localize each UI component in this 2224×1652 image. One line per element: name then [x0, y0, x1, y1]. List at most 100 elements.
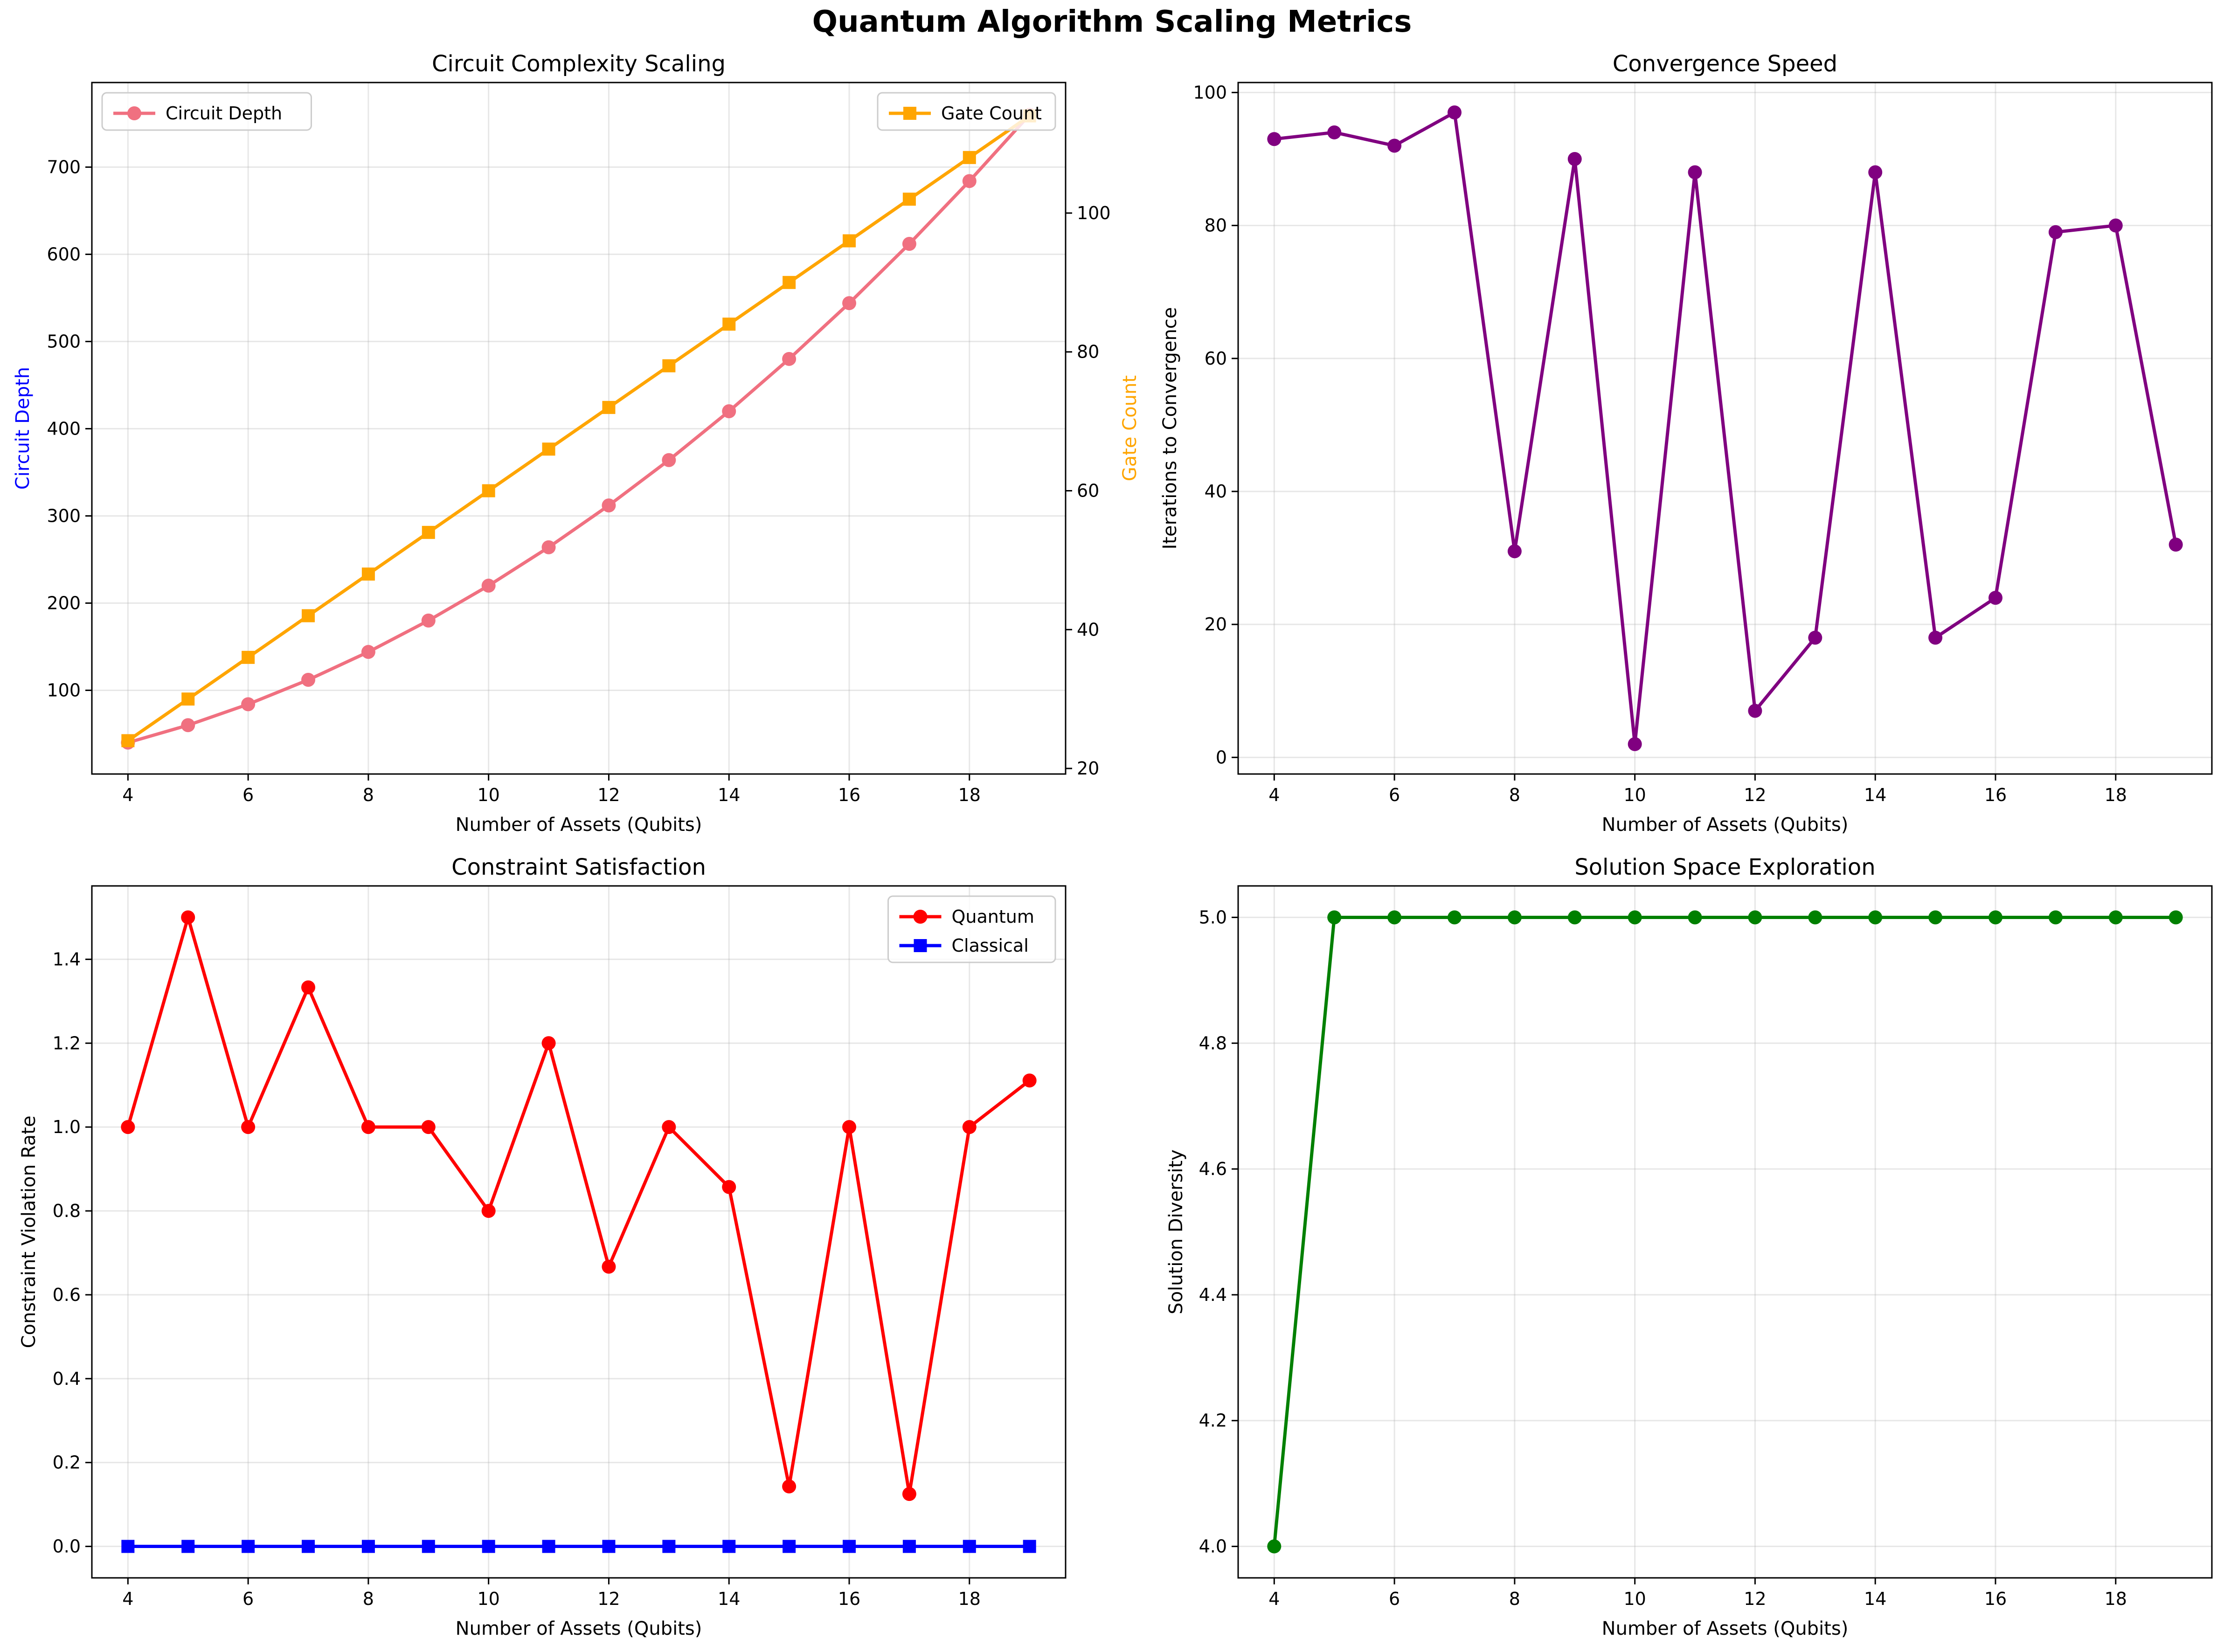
- data-point: [1748, 910, 1762, 925]
- data-point: [963, 1540, 976, 1553]
- data-point: [2048, 910, 2063, 925]
- x-tick-label: 4: [122, 1589, 133, 1609]
- y-tick-label: 4.2: [1199, 1410, 1227, 1431]
- data-point: [542, 442, 555, 456]
- data-point: [902, 193, 916, 206]
- chart-panel-circuit-complexity: 4 6 8 10 12 14 16 18 100 200 300 400 500 600 700 20 40 60…: [12, 51, 1141, 836]
- y2-axis-label: Gate Count: [1119, 375, 1141, 481]
- data-point: [962, 1120, 977, 1134]
- x-tick-label: 12: [597, 785, 620, 805]
- chart-panel-convergence-speed: 4 6 8 10 12 14 16 18 0 20 40 60 80 100 Convergence Spe…: [1159, 51, 2213, 836]
- data-point: [1507, 544, 1522, 559]
- data-point: [482, 484, 495, 498]
- data-point: [242, 1540, 255, 1553]
- data-point: [422, 525, 435, 539]
- data-point: [2108, 218, 2123, 233]
- x-tick-label: 6: [242, 1589, 254, 1609]
- plot-frame: [91, 885, 1067, 1579]
- x-axis-label: Number of Assets (Qubits): [1602, 1618, 1849, 1639]
- data-point: [1688, 165, 1702, 180]
- legend-swatch-marker: [903, 107, 916, 120]
- x-tick-label: 18: [2105, 1589, 2127, 1609]
- x-tick-label: 6: [1389, 1589, 1400, 1609]
- data-point: [902, 1540, 916, 1553]
- data-point: [2169, 910, 2183, 925]
- data-point: [1928, 630, 1943, 645]
- y-tick-label: 400: [47, 418, 81, 439]
- data-point: [301, 980, 315, 995]
- data-point: [1507, 910, 1522, 925]
- data-point: [361, 1120, 375, 1134]
- data-point: [181, 692, 195, 706]
- legend-box: [101, 92, 312, 131]
- data-point: [422, 1540, 435, 1553]
- legend-label: Gate Count: [941, 103, 1042, 124]
- x-tick-label: 18: [2105, 785, 2127, 805]
- y-tick-label: 5.0: [1199, 907, 1227, 927]
- y-tick-label: 0.2: [53, 1452, 81, 1473]
- x-tick-label: 4: [1268, 785, 1280, 805]
- data-point: [842, 1120, 856, 1134]
- data-point: [302, 1540, 315, 1553]
- data-point: [301, 673, 315, 687]
- y-tick-label: 0.0: [53, 1536, 81, 1557]
- x-tick-label: 16: [1984, 1589, 2007, 1609]
- data-point: [722, 1180, 736, 1194]
- x-tick-label: 8: [363, 1589, 374, 1609]
- y-tick-label: 4.8: [1199, 1033, 1227, 1053]
- y2-tick-label: 80: [1077, 342, 1099, 362]
- series-line-1: [127, 114, 1031, 742]
- plot-frame: [1237, 885, 2213, 1579]
- data-point: [1327, 125, 1342, 139]
- data-point: [1748, 704, 1762, 718]
- y-tick-label: 700: [47, 157, 81, 177]
- data-point: [843, 1540, 856, 1553]
- data-point: [361, 567, 375, 581]
- data-point: [962, 174, 977, 188]
- data-point: [242, 650, 255, 664]
- y2-tick-label: 40: [1077, 619, 1099, 640]
- y2-tick-label: 100: [1077, 203, 1111, 223]
- data-point: [1628, 910, 1642, 925]
- data-point: [121, 1120, 135, 1134]
- data-point: [2048, 225, 2063, 239]
- data-point: [1868, 910, 1883, 925]
- data-point: [181, 910, 195, 925]
- data-point: [121, 734, 135, 747]
- data-point: [662, 359, 676, 373]
- data-point: [783, 276, 796, 289]
- y-tick-label: 500: [47, 331, 81, 352]
- data-point: [722, 1540, 736, 1553]
- y-tick-label: 0.8: [53, 1201, 81, 1221]
- data-point: [902, 1487, 916, 1501]
- panel-title: Solution Space Exploration: [1574, 854, 1875, 880]
- x-axis-label: Number of Assets (Qubits): [1602, 814, 1849, 836]
- data-point: [1448, 910, 1462, 925]
- data-point: [602, 1540, 616, 1553]
- legend-swatch-marker: [127, 106, 141, 120]
- data-point: [1022, 1073, 1037, 1088]
- x-tick-label: 12: [597, 1589, 620, 1609]
- y-tick-label: 60: [1205, 348, 1227, 369]
- y2-tick-label: 60: [1077, 481, 1099, 501]
- data-point: [722, 404, 736, 419]
- data-point: [121, 1540, 135, 1553]
- data-point: [481, 1204, 496, 1218]
- x-tick-label: 10: [477, 1589, 499, 1609]
- panel-title: Convergence Speed: [1613, 51, 1837, 77]
- y-tick-label: 1.2: [53, 1033, 81, 1053]
- x-tick-label: 4: [122, 785, 133, 805]
- x-tick-label: 16: [838, 1589, 860, 1609]
- data-point: [1567, 910, 1582, 925]
- data-point: [1023, 1540, 1036, 1553]
- series-line-0: [1272, 915, 2176, 1547]
- data-point: [181, 718, 195, 733]
- y2-tick-label: 20: [1077, 758, 1099, 779]
- x-tick-label: 14: [1864, 785, 1886, 805]
- x-tick-label: 14: [1864, 1589, 1886, 1609]
- data-point: [542, 1540, 555, 1553]
- data-point: [1988, 591, 2002, 605]
- x-tick-label: 18: [958, 785, 981, 805]
- data-point: [662, 453, 676, 467]
